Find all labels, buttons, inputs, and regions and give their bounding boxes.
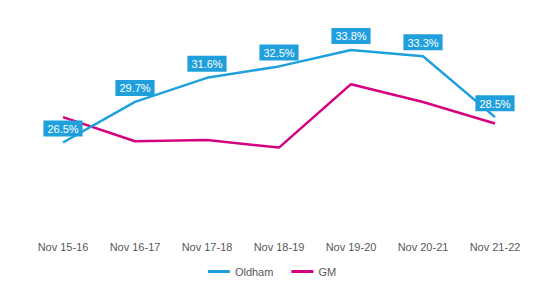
svg-text:Nov 17-18: Nov 17-18 bbox=[182, 241, 233, 253]
svg-text:Nov 20-21: Nov 20-21 bbox=[398, 241, 449, 253]
svg-text:28.5%: 28.5% bbox=[479, 98, 510, 110]
svg-text:Nov 16-17: Nov 16-17 bbox=[110, 241, 161, 253]
svg-text:33.3%: 33.3% bbox=[407, 37, 438, 49]
svg-text:Nov 21-22: Nov 21-22 bbox=[470, 241, 521, 253]
svg-text:Nov 15-16: Nov 15-16 bbox=[38, 241, 89, 253]
svg-text:Oldham: Oldham bbox=[235, 266, 274, 278]
svg-text:Nov 19-20: Nov 19-20 bbox=[326, 241, 377, 253]
svg-text:GM: GM bbox=[318, 266, 336, 278]
svg-text:29.7%: 29.7% bbox=[119, 82, 150, 94]
svg-text:Nov 18-19: Nov 18-19 bbox=[254, 241, 305, 253]
svg-text:33.8%: 33.8% bbox=[335, 30, 366, 42]
svg-text:32.5%: 32.5% bbox=[263, 47, 294, 59]
svg-text:31.6%: 31.6% bbox=[191, 58, 222, 70]
svg-text:26.5%: 26.5% bbox=[47, 123, 78, 135]
